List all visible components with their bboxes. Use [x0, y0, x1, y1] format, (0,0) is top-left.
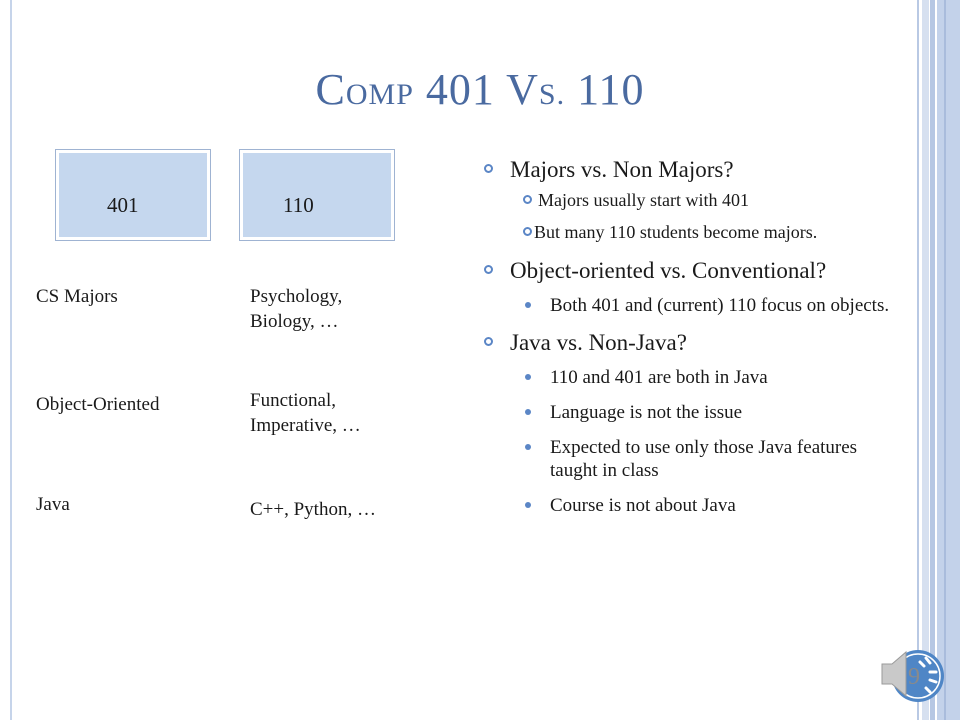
- bullet-object-oriented: Object-oriented vs. Conventional?: [484, 257, 904, 284]
- bullet-list: Majors vs. Non Majors? Majors usually st…: [484, 156, 904, 529]
- bullet-ring-icon: [484, 337, 493, 346]
- right-stripe: [930, 0, 935, 720]
- row3-right: C++, Python, …: [250, 499, 376, 520]
- right-stripe: [922, 0, 929, 720]
- speaker-icon[interactable]: [880, 644, 946, 704]
- sub-bullet: Course is not about Java: [484, 494, 904, 517]
- bullet-dot-icon: [525, 374, 531, 380]
- bullet-dot-icon: [525, 302, 531, 308]
- bullet-dot-icon: [525, 502, 531, 508]
- column-header-label: 401: [107, 193, 139, 217]
- sub-bullet: Majors usually start with 401: [484, 189, 904, 211]
- sub-bullet: Language is not the issue: [484, 401, 904, 424]
- row3-left: Java: [36, 494, 70, 515]
- slide-title: COMP 401 VS. 110: [315, 65, 645, 114]
- bullet-dot-icon: [525, 444, 531, 450]
- column-header-label: 110: [283, 193, 314, 217]
- bullet-dot-icon: [525, 409, 531, 415]
- right-stripe: [937, 0, 960, 720]
- sub-bullet: Expected to use only those Java features…: [484, 436, 904, 482]
- row1-right: Psychology, Biology, …: [250, 286, 343, 332]
- row1-left: CS Majors: [36, 286, 118, 307]
- bullet-ring-icon: [484, 265, 493, 274]
- bullet-ring-icon: [484, 164, 493, 173]
- row2-left: Object-Oriented: [36, 394, 160, 415]
- sub-bullet: 110 and 401 are both in Java: [484, 366, 904, 389]
- right-stripe: [944, 0, 946, 720]
- left-border-line: [10, 0, 12, 720]
- page-number: 9: [908, 664, 920, 690]
- right-stripe: [917, 0, 919, 720]
- row2-right: Functional, Imperative, …: [250, 390, 361, 436]
- sub-bullet: Both 401 and (current) 110 focus on obje…: [484, 294, 904, 317]
- column-header-401: 401: [56, 150, 210, 240]
- bullet-java: Java vs. Non-Java?: [484, 329, 904, 356]
- column-header-110: 110: [240, 150, 394, 240]
- bullet-ring-icon: [523, 227, 532, 236]
- sub-bullet: But many 110 students become majors.: [484, 221, 904, 243]
- bullet-ring-icon: [523, 195, 532, 204]
- bullet-majors: Majors vs. Non Majors?: [484, 156, 904, 183]
